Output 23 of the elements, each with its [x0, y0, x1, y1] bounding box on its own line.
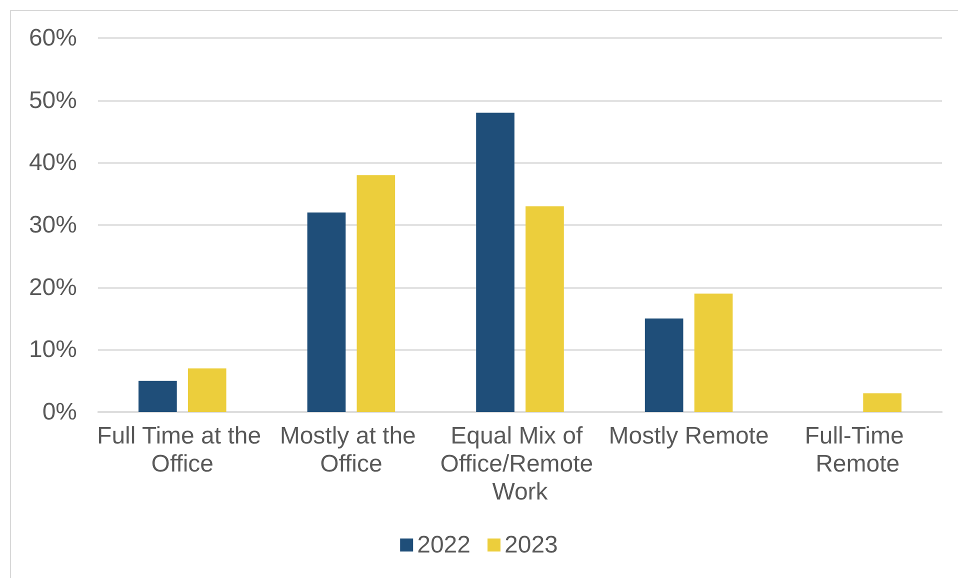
- x-tick-label: Full Time at the Office: [97, 422, 268, 478]
- x-tick-label: Full-Time Remote: [804, 422, 910, 478]
- bar: [138, 380, 177, 412]
- bar: [644, 318, 684, 412]
- bar: [307, 212, 346, 412]
- bar: [476, 112, 514, 412]
- y-tick-label: 20%: [28, 274, 77, 301]
- legend-label: 2022: [417, 532, 470, 558]
- bar: [188, 368, 226, 412]
- x-tick-label: Equal Mix of Office/Remote Work: [440, 422, 600, 506]
- x-tick-label: Mostly at the Office: [280, 422, 423, 478]
- y-tick-label: 40%: [28, 149, 77, 176]
- y-tick-label: 0%: [42, 398, 77, 426]
- bar: [526, 206, 564, 412]
- bar: [863, 393, 902, 412]
- bar: [694, 294, 733, 412]
- x-tick-label: Mostly Remote: [608, 422, 769, 450]
- y-tick-label: 30%: [28, 212, 77, 238]
- y-tick-label: 50%: [28, 86, 77, 114]
- legend-label: 2023: [504, 532, 558, 558]
- y-tick-label: 10%: [28, 336, 77, 364]
- y-tick-label: 60%: [28, 24, 77, 52]
- bar: [356, 175, 396, 412]
